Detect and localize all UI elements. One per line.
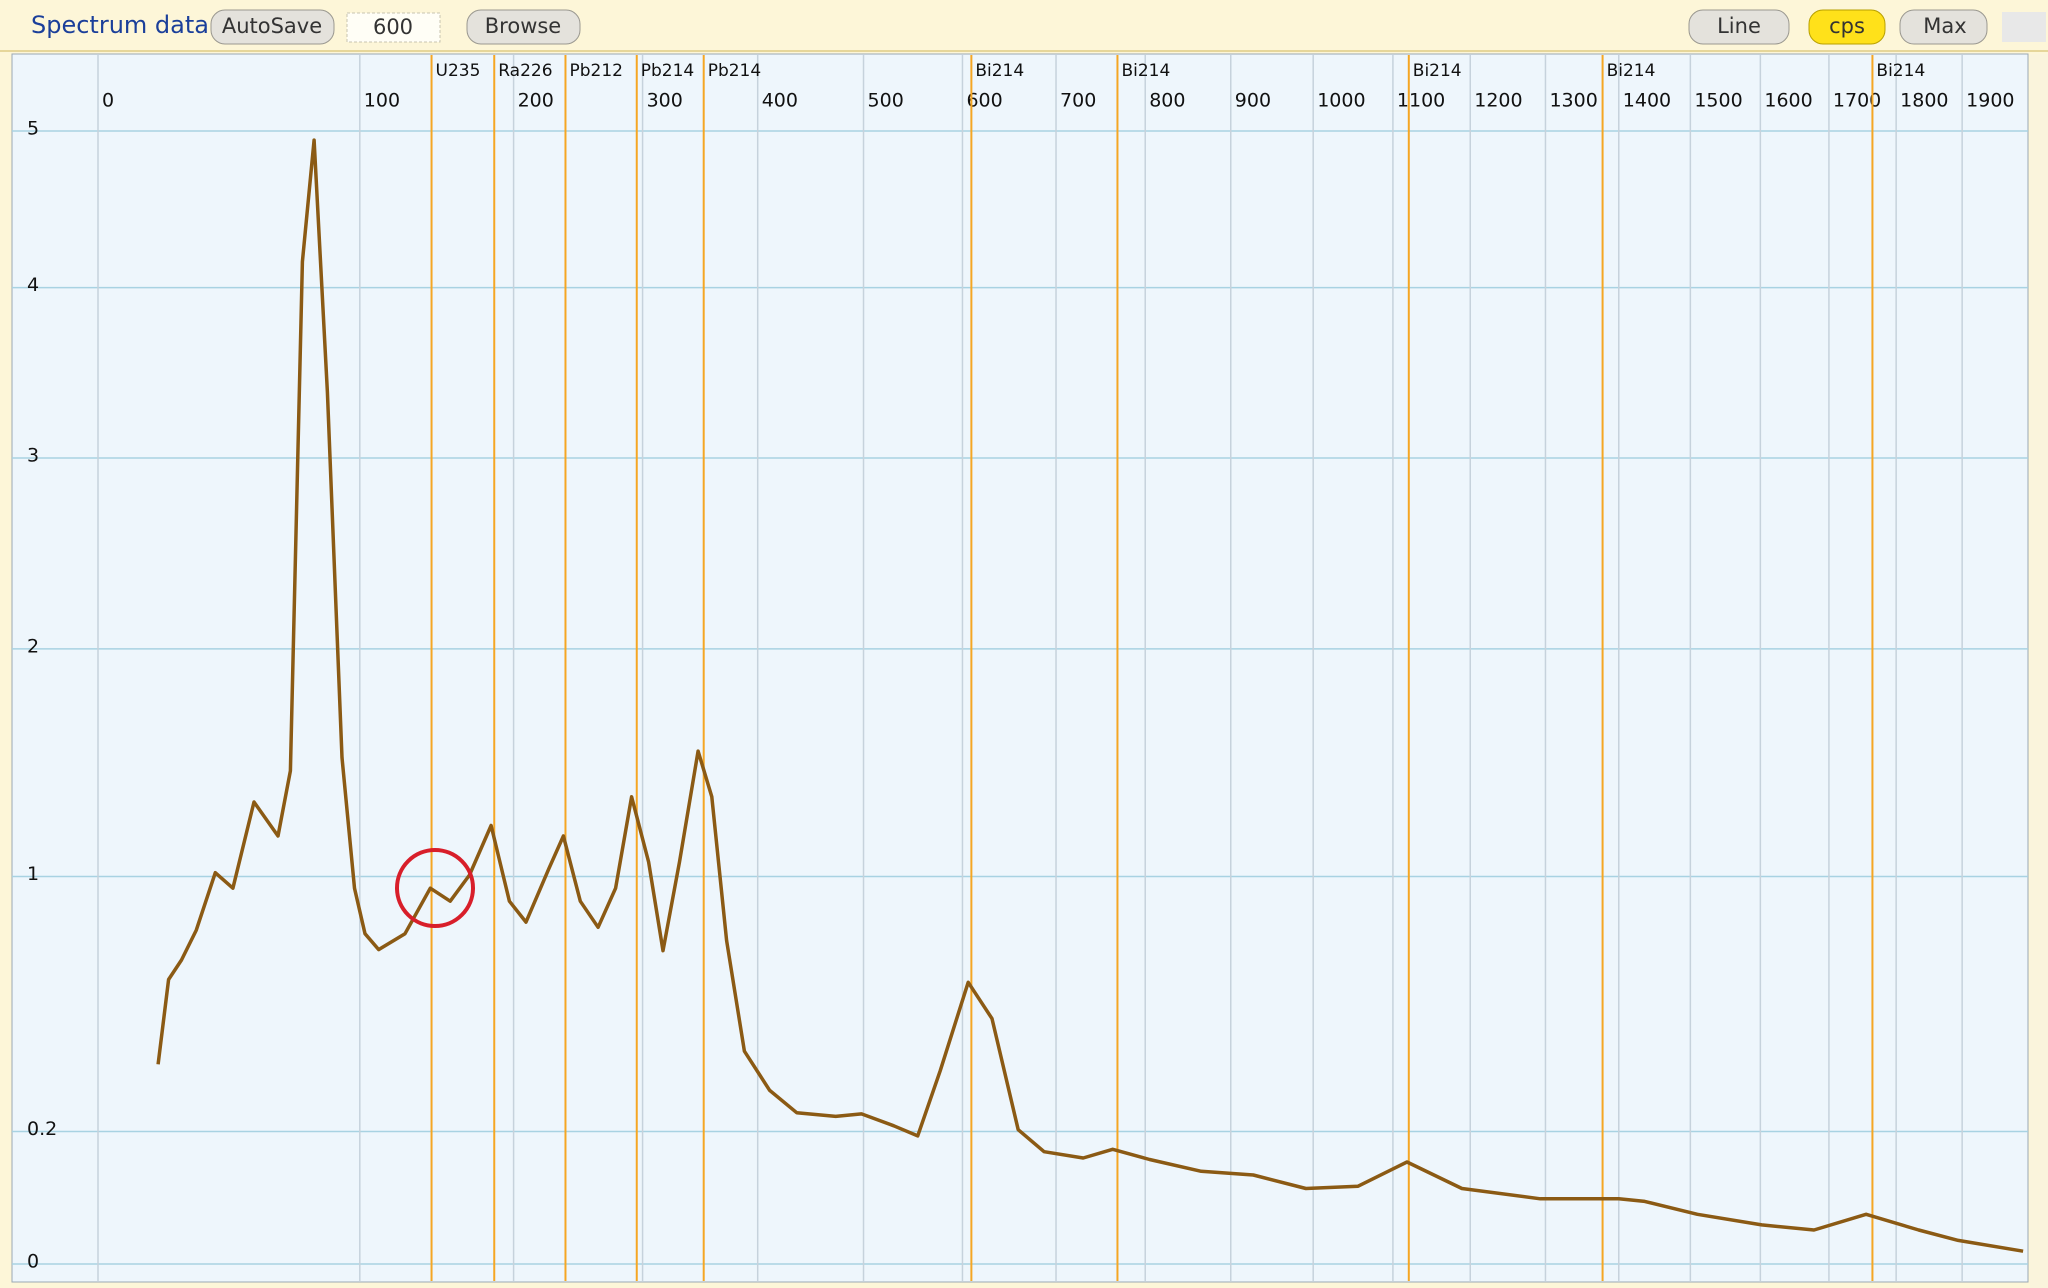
isotope-label: Bi214 — [1607, 61, 1656, 81]
spectrum-line — [156, 138, 2024, 1253]
x-tick-label: 1600 — [1764, 90, 1812, 112]
isotope-label: Bi214 — [975, 61, 1024, 81]
autosave-button[interactable]: AutoSave — [210, 9, 335, 45]
x-tick-label: 0 — [102, 90, 114, 112]
x-tick-label: 1700 — [1833, 90, 1881, 112]
line-button[interactable]: Line — [1688, 9, 1790, 45]
chart-layer: 0 0.2 1 2 3 4 5 0 100 200 300 400 500 600 700 800 900 100… — [12, 55, 2028, 1281]
cps-label: cps — [1829, 14, 1865, 38]
x-tick-label: 700 — [1060, 90, 1096, 112]
x-tick-label: 1400 — [1623, 90, 1671, 112]
autosave-label: AutoSave — [222, 14, 322, 38]
y-tick-label: 0 — [27, 1251, 39, 1273]
max-label: Max — [1923, 14, 1966, 38]
highlight-circle — [395, 848, 475, 928]
x-tick-label: 100 — [364, 90, 400, 112]
isotope-label: Ra226 — [498, 61, 552, 81]
x-tick-label: 1300 — [1549, 90, 1597, 112]
isotope-label: Pb214 — [708, 61, 762, 81]
y-tick-label: 4 — [27, 274, 39, 296]
y-tick-label: 3 — [27, 445, 39, 467]
x-tick-label: 900 — [1235, 90, 1271, 112]
x-tick-label: 400 — [762, 90, 798, 112]
max-button[interactable]: Max — [1899, 9, 1988, 45]
x-tick-label: 300 — [647, 90, 683, 112]
isotope-label: Pb214 — [641, 61, 695, 81]
x-tick-label: 500 — [868, 90, 904, 112]
x-tick-label: 1500 — [1694, 90, 1742, 112]
y-tick-label: 5 — [27, 118, 39, 140]
side-ruler — [2030, 54, 2048, 1288]
x-tick-label: 1900 — [1966, 90, 2014, 112]
plot-area — [11, 53, 2029, 1283]
isotope-label: U235 — [436, 61, 481, 81]
x-tick-label: 1000 — [1317, 90, 1365, 112]
isotope-label: Bi214 — [1121, 61, 1170, 81]
isotope-label: Bi214 — [1413, 61, 1462, 81]
x-tick-label: 1100 — [1397, 90, 1445, 112]
y-tick-label: 1 — [27, 863, 39, 885]
cps-button[interactable]: cps — [1808, 9, 1886, 45]
panel-title: Spectrum data — [31, 11, 209, 39]
x-tick-label: 1800 — [1900, 90, 1948, 112]
interval-input[interactable]: 600 — [346, 12, 441, 43]
x-tick-label: 200 — [518, 90, 554, 112]
interval-value: 600 — [373, 15, 413, 39]
browse-label: Browse — [485, 14, 561, 38]
browse-button[interactable]: Browse — [466, 9, 581, 45]
isotope-label: Bi214 — [1876, 61, 1925, 81]
y-tick-label: 0.2 — [27, 1118, 57, 1140]
x-tick-label: 800 — [1149, 90, 1185, 112]
y-tick-label: 2 — [27, 635, 39, 657]
x-tick-label: 1200 — [1474, 90, 1522, 112]
isotope-label: Pb212 — [569, 61, 623, 81]
x-tick-label: 600 — [966, 90, 1002, 112]
toolbar-scroll — [2002, 12, 2046, 42]
line-label: Line — [1717, 14, 1761, 38]
